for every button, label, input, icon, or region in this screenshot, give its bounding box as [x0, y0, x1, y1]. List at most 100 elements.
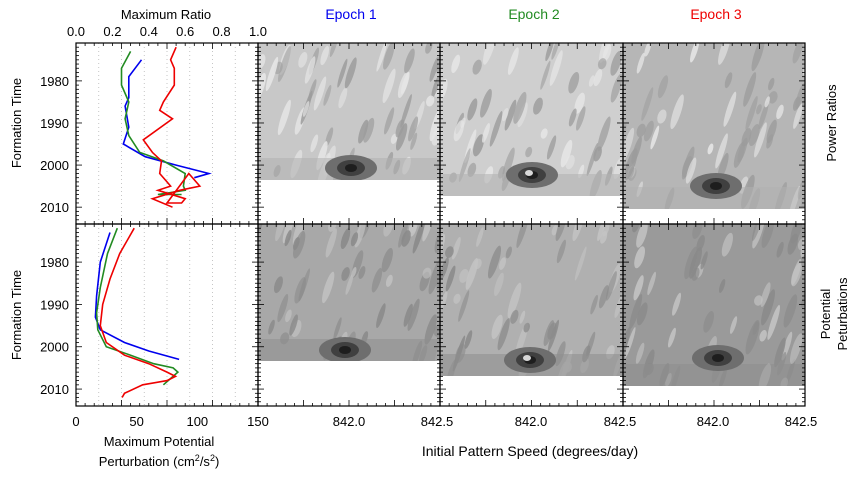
map-streak — [634, 246, 646, 269]
map-streak — [718, 279, 726, 294]
map-streak — [510, 309, 519, 324]
map-blob-core — [710, 182, 722, 190]
series-line-2 — [99, 227, 178, 398]
map-streak — [745, 95, 758, 131]
map-streak — [451, 54, 461, 74]
map-x-tick-label: 842.0 — [697, 414, 730, 429]
bottom-x-tick-label: 50 — [129, 414, 143, 429]
map-streak — [340, 228, 351, 250]
map-streak — [292, 224, 306, 246]
map-streak — [482, 123, 490, 143]
map-streak — [384, 107, 395, 135]
map-blob-hole — [523, 355, 531, 361]
map-streak — [540, 128, 548, 139]
map-streak — [358, 119, 369, 144]
map-streak — [333, 317, 342, 340]
map-streak — [623, 127, 635, 162]
map-streak — [802, 96, 805, 108]
map-streak — [345, 273, 354, 295]
map-streak — [400, 71, 410, 95]
series-line-2 — [142, 46, 202, 208]
map-streak — [815, 239, 831, 266]
map-streak — [641, 87, 654, 121]
map-streak — [748, 124, 760, 147]
map-streak — [598, 285, 609, 309]
y-tick-label: 2010 — [40, 382, 69, 397]
map-streak — [381, 247, 393, 273]
map-streak — [764, 96, 770, 108]
map-streak — [707, 143, 714, 155]
map-streak — [358, 266, 366, 279]
map-streak — [258, 224, 263, 234]
map-streak — [597, 116, 611, 152]
bottom-x-tick-label: 100 — [186, 414, 208, 429]
map-streak — [424, 314, 437, 345]
map-streak — [685, 157, 697, 184]
contour-map-r0-c0 — [258, 43, 440, 224]
map-blob-core — [339, 346, 351, 354]
map-streak — [555, 224, 567, 241]
map-streak — [700, 251, 708, 270]
y-tick-label: 1990 — [40, 116, 69, 131]
map-streak — [464, 330, 473, 349]
map-streak — [766, 119, 777, 144]
map-streak — [776, 241, 784, 258]
top-axis-label: Maximum Ratio — [121, 7, 211, 22]
map-streak — [453, 120, 465, 142]
panel-frame — [75, 42, 259, 225]
map-streak — [313, 76, 327, 111]
epoch3-title: Epoch 3 — [690, 6, 742, 22]
map-streak — [810, 362, 822, 377]
map-streak — [523, 322, 530, 333]
map-streak — [602, 44, 612, 62]
map-streak — [480, 88, 492, 118]
map-x-tick-label: 842.5 — [785, 414, 818, 429]
map-streak — [754, 295, 763, 306]
map-streak — [768, 91, 778, 104]
map-streak — [258, 72, 266, 102]
map-streak — [310, 134, 319, 153]
map-streak — [761, 289, 775, 326]
map-streak — [636, 52, 645, 74]
map-streak — [422, 267, 432, 279]
map-streak — [633, 275, 644, 301]
map-streak — [629, 294, 643, 329]
map-streak — [751, 43, 765, 72]
map-streak — [507, 47, 519, 75]
contour-map-r1-c1 — [440, 224, 623, 406]
map-streak — [390, 133, 398, 144]
map-streak — [350, 232, 359, 247]
map-streak — [789, 333, 803, 364]
map-streak — [597, 224, 606, 241]
map-streak — [422, 224, 435, 242]
map-streak — [760, 282, 771, 307]
map-streak — [382, 68, 396, 104]
map-streak — [401, 230, 411, 247]
row-label-power-ratios: Power Ratios — [824, 84, 839, 162]
map-streak — [793, 103, 803, 129]
map-blob-hole — [525, 170, 533, 176]
map-streak — [265, 56, 279, 91]
map-streak — [410, 132, 418, 150]
map-streak — [513, 91, 527, 124]
map-streak — [504, 99, 517, 131]
axes-frames: 1980 1990 2000 2010 1980 1990 2000 2010 0.0 0.2 0.… — [40, 24, 817, 429]
map-streak — [672, 292, 682, 316]
map-streak — [549, 50, 563, 86]
map-streak — [408, 116, 419, 142]
contour-map-r0-c1 — [440, 43, 623, 224]
map-streak — [467, 98, 478, 121]
contour-map-r1-c0 — [258, 224, 440, 406]
map-streak — [597, 58, 607, 70]
map-band — [623, 364, 805, 386]
map-streak — [458, 290, 470, 322]
map-streak — [525, 146, 533, 158]
map-streak — [434, 226, 440, 254]
map-streak — [819, 268, 829, 285]
y-tick-label: 1990 — [40, 297, 69, 312]
map-streak — [774, 337, 786, 368]
line-panels — [94, 43, 236, 406]
map-streak — [491, 314, 503, 340]
row-label-peturbations: Peturbations — [835, 277, 850, 350]
bottom-x-tick-label: 150 — [247, 414, 269, 429]
